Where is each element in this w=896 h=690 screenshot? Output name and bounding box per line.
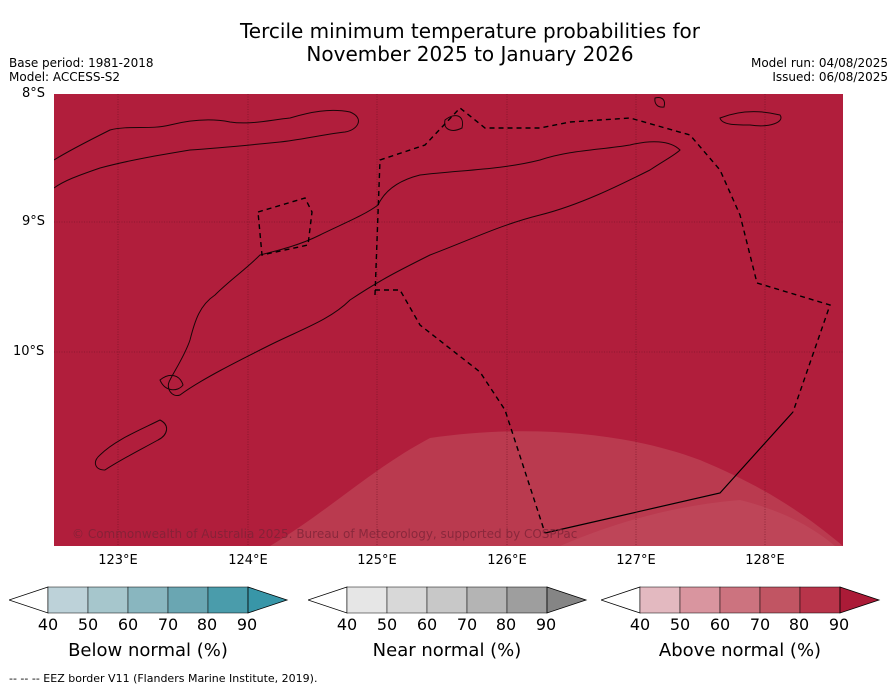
colorbar-segment [346, 586, 388, 614]
tick: 80 [196, 615, 218, 634]
colorbar-segment [127, 586, 169, 614]
colorbar-segment [759, 586, 801, 614]
tick: 40 [37, 615, 59, 634]
lat-label-9s: 9°S [22, 214, 46, 229]
colorbar-min-arrow [308, 586, 348, 614]
model-run: Model run: 04/08/2025 [750, 56, 888, 70]
ticks-near-normal: 40 50 60 70 80 90 [308, 615, 588, 635]
tick: 50 [669, 615, 691, 634]
colorbar-segment [466, 586, 508, 614]
lon-label-127e: 127°E [616, 553, 656, 568]
sawu-coastline [94, 419, 167, 471]
tick: 80 [495, 615, 517, 634]
title-line-2: November 2025 to January 2026 [306, 42, 634, 66]
colorbar-segment [207, 586, 249, 614]
tick: 60 [117, 615, 139, 634]
colorbar-min-arrow [601, 586, 641, 614]
tick: 60 [416, 615, 438, 634]
colorbar-max-arrow [839, 586, 881, 614]
graticule [54, 94, 843, 546]
tick: 90 [828, 615, 850, 634]
colorbar-segment [679, 586, 721, 614]
tick: 90 [236, 615, 258, 634]
colorbar-segment [506, 586, 548, 614]
above-normal-70-region [560, 500, 835, 546]
legend-near-normal: 40 50 60 70 80 90 [308, 585, 588, 635]
tick: 90 [535, 615, 557, 634]
page-title: Tercile minimum temperature probabilitie… [0, 20, 896, 66]
coastlines [54, 97, 782, 471]
legend-title-below: Below normal (%) [68, 640, 228, 661]
tick: 70 [456, 615, 478, 634]
tick: 50 [77, 615, 99, 634]
base-period: Base period: 1981-2018 [9, 56, 154, 70]
colorbar-max-arrow [546, 586, 588, 614]
lon-label-128e: 128°E [745, 553, 785, 568]
lat-label-8s: 8°S [22, 86, 46, 101]
maritime-boundary [544, 411, 794, 534]
timor-coastline [167, 141, 681, 397]
tick: 70 [157, 615, 179, 634]
colorbar-below-normal [9, 586, 289, 614]
legend-title-near: Near normal (%) [372, 640, 522, 661]
eez-south [375, 289, 546, 534]
eez-borders [257, 107, 831, 534]
issued-date: Issued: 06/08/2025 [772, 70, 888, 84]
colorbar-min-arrow [9, 586, 49, 614]
lat-label-10s: 10°S [13, 344, 45, 359]
colorbar-segment [386, 586, 428, 614]
lon-label-124e: 124°E [228, 553, 268, 568]
colorbar-segment [426, 586, 468, 614]
legend-below-normal: 40 50 60 70 80 90 [9, 585, 289, 635]
atauro-coastline [444, 115, 464, 131]
copyright-notice: © Commonwealth of Australia 2025. Bureau… [72, 527, 578, 541]
model-info: Base period: 1981-2018 Model: ACCESS-S2 [9, 56, 154, 84]
tick: 60 [709, 615, 731, 634]
legend-above-normal: 40 50 60 70 80 90 [601, 585, 881, 635]
eez-timor-leste [374, 107, 831, 413]
ticks-below-normal: 40 50 60 70 80 90 [9, 615, 289, 635]
colorbar-near-normal [308, 586, 588, 614]
colorbar-segment [719, 586, 761, 614]
title-line-1: Tercile minimum temperature probabilitie… [239, 19, 701, 43]
rote-coastline [159, 374, 184, 391]
islet-coastline [654, 97, 665, 108]
eez-oecusse [257, 197, 313, 256]
tick: 50 [376, 615, 398, 634]
lon-label-126e: 126°E [487, 553, 527, 568]
eez-footnote: -- -- -- EEZ border V11 (Flanders Marine… [9, 672, 318, 685]
colorbar-segment [639, 586, 681, 614]
legend-title-above: Above normal (%) [658, 640, 822, 661]
wetar-coastline [719, 111, 782, 127]
tick: 70 [749, 615, 771, 634]
lon-label-125e: 125°E [357, 553, 397, 568]
model-name: Model: ACCESS-S2 [9, 70, 121, 84]
lon-label-123e: 123°E [98, 553, 138, 568]
colorbar-max-arrow [247, 586, 289, 614]
colorbar-segment [167, 586, 209, 614]
tick: 40 [336, 615, 358, 634]
flores-coastline [54, 109, 359, 189]
tick: 40 [629, 615, 651, 634]
colorbar-segment [87, 586, 129, 614]
colorbar-segment [47, 586, 89, 614]
tick: 80 [788, 615, 810, 634]
colorbar-above-normal [601, 586, 881, 614]
colorbar-segment [799, 586, 841, 614]
run-info: Model run: 04/08/2025 Issued: 06/08/2025 [751, 56, 888, 84]
ticks-above-normal: 40 50 60 70 80 90 [601, 615, 881, 635]
